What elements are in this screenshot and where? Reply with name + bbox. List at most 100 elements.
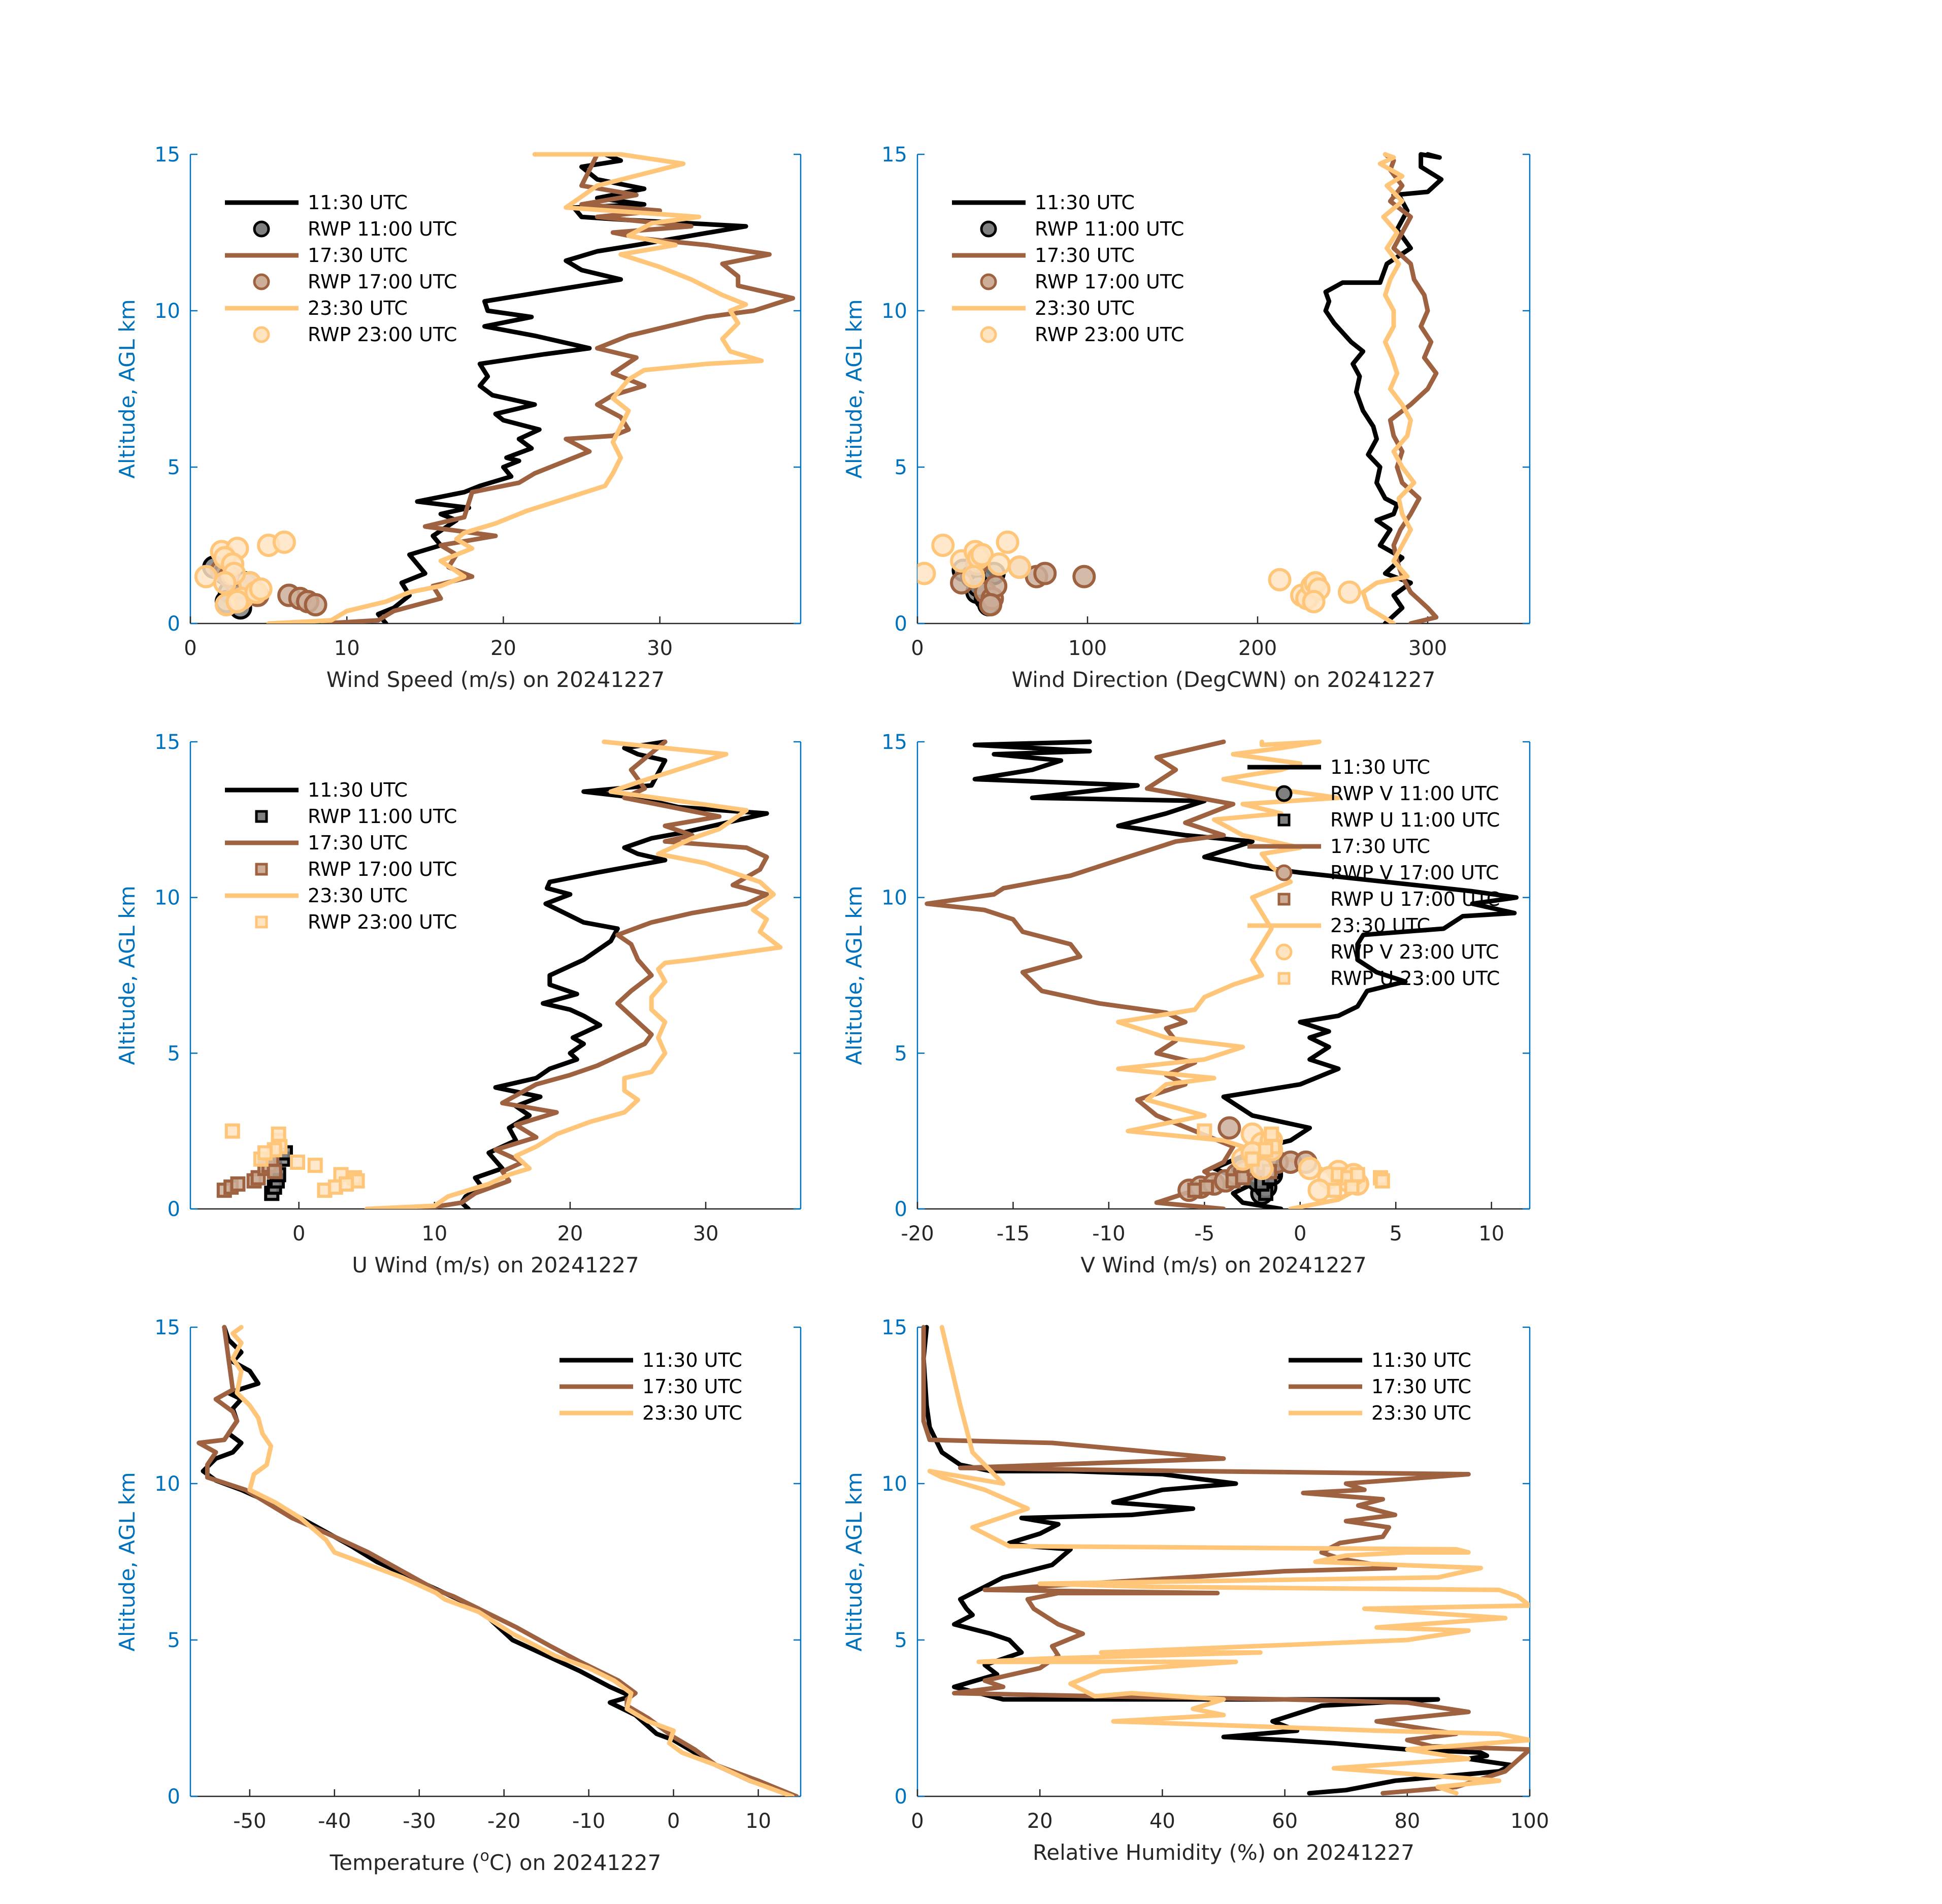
legend-item[interactable]: RWP 17:00 UTC <box>253 271 457 293</box>
legend-square-swatch <box>1277 893 1291 906</box>
series-line-23-30-utc <box>1361 152 1417 623</box>
legend-item[interactable]: 23:30 UTC <box>225 884 408 907</box>
x-tick-label: 0 <box>1294 1222 1306 1245</box>
legend-label: RWP 23:00 UTC <box>1035 323 1184 346</box>
y-tick-label: 15 <box>881 143 907 167</box>
legend-item[interactable]: 17:30 UTC <box>225 244 408 267</box>
legend-item[interactable]: RWP 11:00 UTC <box>253 218 457 240</box>
x-tick-label: -10 <box>1092 1222 1125 1245</box>
legend-circle-swatch <box>1275 785 1293 802</box>
marker-rwp-u-23-00-utc <box>1258 1142 1273 1158</box>
legend-item[interactable]: 11:30 UTC <box>225 191 408 214</box>
legend-item[interactable]: 11:30 UTC <box>1247 756 1430 778</box>
marker-rwp-17-00-utc <box>1033 562 1057 585</box>
marker-rwp-23-00-utc <box>339 1176 354 1192</box>
legend-item[interactable]: RWP V 23:00 UTC <box>1275 941 1499 963</box>
legend-label: RWP U 17:00 UTC <box>1330 888 1500 910</box>
legend-item[interactable]: 23:30 UTC <box>559 1402 742 1424</box>
legend-item[interactable]: 11:30 UTC <box>559 1349 742 1371</box>
x-tick-label: 0 <box>911 1810 924 1833</box>
legend-item[interactable]: RWP U 17:00 UTC <box>1277 888 1500 910</box>
y-tick-label: 0 <box>168 1785 180 1809</box>
marker-rwp-u-23-00-utc <box>1244 1151 1260 1167</box>
x-tick-label: 10 <box>745 1810 771 1833</box>
legend-item[interactable]: RWP 11:00 UTC <box>255 805 457 828</box>
legend-item[interactable]: 17:30 UTC <box>1247 835 1430 858</box>
legend-square-swatch <box>255 915 268 929</box>
legend-item[interactable]: 11:30 UTC <box>952 191 1135 214</box>
y-axis-title: Altitude, AGL km <box>115 885 140 1065</box>
y-tick-label: 5 <box>168 456 180 479</box>
legend-item[interactable]: 17:30 UTC <box>952 244 1135 267</box>
legend-item[interactable]: 17:30 UTC <box>225 832 408 854</box>
series-line-23-30-utc <box>266 152 764 623</box>
x-tick-label: -15 <box>997 1222 1030 1245</box>
marker-rwp-23-00-utc <box>213 571 237 595</box>
x-tick-label: 30 <box>647 637 673 660</box>
legend-label: 17:30 UTC <box>1035 244 1135 267</box>
legend-item[interactable]: 23:30 UTC <box>952 297 1135 319</box>
legend-square-swatch <box>255 863 268 876</box>
x-tick-label: 0 <box>667 1810 680 1833</box>
y-tick-label: 15 <box>154 143 180 167</box>
legend-label: RWP V 11:00 UTC <box>1330 782 1499 805</box>
legend-item[interactable]: RWP U 23:00 UTC <box>1277 967 1500 990</box>
x-tick-label: -20 <box>901 1222 934 1245</box>
legend-label: 23:30 UTC <box>1371 1402 1471 1424</box>
legend-item[interactable]: RWP 23:00 UTC <box>253 323 457 346</box>
x-axis-title: U Wind (m/s) on 20241227 <box>352 1253 639 1277</box>
marker-rwp-23-00-utc <box>307 1158 323 1173</box>
legend-label: RWP V 17:00 UTC <box>1330 862 1499 884</box>
series-line-11-30-utc <box>972 739 1519 1209</box>
x-tick-label: 10 <box>334 637 360 660</box>
legend-item[interactable]: RWP 23:00 UTC <box>255 911 457 933</box>
legend-circle-swatch <box>253 273 270 290</box>
x-axis-title: Temperature (oC) on 20241227 <box>330 1847 662 1875</box>
series-line-11-30-utc <box>921 1325 1514 1796</box>
x-tick-label: -50 <box>233 1810 266 1833</box>
marker-rwp-23-00-utc <box>996 530 1019 554</box>
legend-label: RWP 17:00 UTC <box>1035 271 1184 293</box>
marker-rwp-17-00-utc <box>304 593 327 617</box>
y-tick-label: 15 <box>881 1316 907 1339</box>
marker-rwp-23-00-utc <box>290 1155 306 1170</box>
legend-label: RWP 17:00 UTC <box>308 271 457 293</box>
legend-item[interactable]: RWP 17:00 UTC <box>255 858 457 880</box>
legend-item[interactable]: 23:30 UTC <box>1289 1402 1471 1424</box>
legend-item[interactable]: RWP 23:00 UTC <box>980 323 1184 346</box>
panel-wind-speed: 0 5 10 15 0 10 20 30 Wind Speed (m/s) on 2024122… <box>115 143 802 692</box>
x-tick-label: 100 <box>1510 1810 1549 1833</box>
legend-item[interactable]: 11:30 UTC <box>1289 1349 1471 1371</box>
legend-item[interactable]: 17:30 UTC <box>559 1375 742 1398</box>
legend-label: RWP 23:00 UTC <box>308 911 457 933</box>
y-tick-label: 5 <box>895 1629 907 1652</box>
legend-item[interactable]: 17:30 UTC <box>1289 1375 1471 1398</box>
legend-item[interactable]: RWP U 11:00 UTC <box>1277 809 1500 831</box>
marker-rwp-23-00-utc <box>962 565 985 588</box>
legend: 11:30 UTC RWP 11:00 UTC 17:30 UTC RWP 17:00… <box>952 191 1184 346</box>
legend-item[interactable]: RWP 11:00 UTC <box>980 218 1184 240</box>
legend-square-swatch <box>1277 813 1291 827</box>
legend-circle-swatch <box>253 326 270 343</box>
plot-area <box>194 152 796 623</box>
legend-square-swatch <box>255 810 268 823</box>
marker-rwp-23-00-utc <box>225 589 249 613</box>
legend: 11:30 UTC RWP 11:00 UTC 17:30 UTC RWP 17:00… <box>225 779 457 933</box>
y-tick-label: 15 <box>154 1316 180 1339</box>
marker-rwp-17-00-utc <box>979 593 1003 617</box>
series-line-17-30-utc <box>418 739 769 1209</box>
legend-item[interactable]: RWP 17:00 UTC <box>980 271 1184 293</box>
y-tick-label: 15 <box>154 731 180 754</box>
y-tick-label: 5 <box>168 1042 180 1065</box>
marker-rwp-23-00-utc <box>257 1145 273 1161</box>
legend-item[interactable]: RWP V 11:00 UTC <box>1275 782 1499 805</box>
panel-relative-humidity: 0 5 10 15 0 20 40 60 80 100 Relative Humidity (%) … <box>842 1316 1549 1865</box>
legend-item[interactable]: 23:30 UTC <box>225 297 408 319</box>
legend-item[interactable]: RWP V 17:00 UTC <box>1275 862 1499 884</box>
legend-label: 23:30 UTC <box>308 297 408 319</box>
x-tick-label: 0 <box>292 1222 305 1245</box>
plot-area <box>925 739 1519 1209</box>
x-tick-label: 100 <box>1068 637 1107 660</box>
legend-item[interactable]: 11:30 UTC <box>225 779 408 801</box>
legend-item[interactable]: 23:30 UTC <box>1247 914 1430 937</box>
